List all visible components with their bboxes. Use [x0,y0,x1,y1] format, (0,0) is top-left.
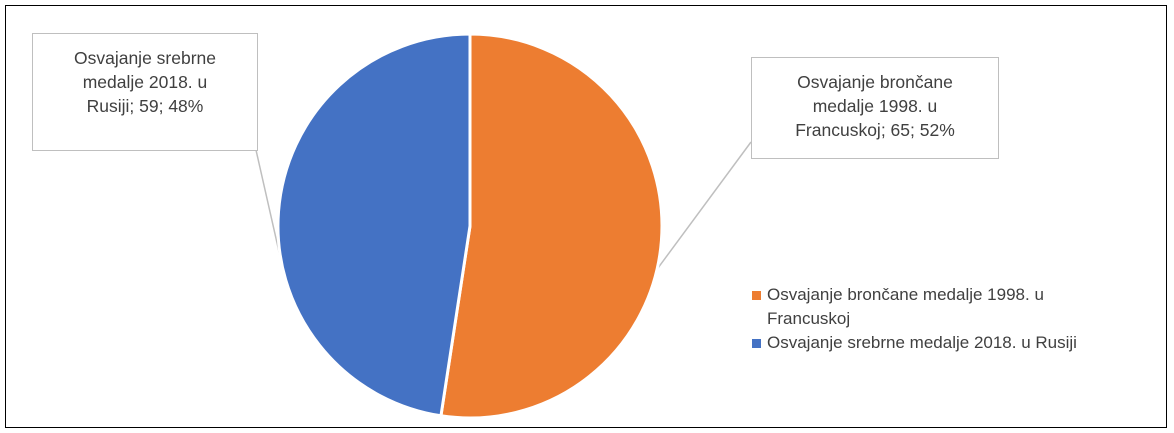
legend-swatch [752,291,761,300]
data-label-bronze-1998: Osvajanje brončane medalje 1998. u Franc… [751,57,999,159]
data-label-line: medalje 2018. u [82,72,208,92]
leader-line-0 [656,141,752,270]
legend: Osvajanje brončane medalje 1998. u Franc… [752,283,1162,355]
data-label-line: Francuskoj; 65; 52% [795,120,955,140]
data-label-line: Osvajanje srebrne [73,48,217,68]
legend-swatch [752,339,761,348]
pie-slice-1 [276,32,472,418]
legend-label-line: Francuskoj [767,309,851,328]
pie-slices [276,32,664,420]
legend-label-line: Osvajanje srebrne medalje 2018. u Rusiji [767,333,1077,352]
data-label-silver-2018: Osvajanje srebrne medalje 2018. u Rusiji… [32,33,258,151]
data-label-line: medalje 1998. u [812,96,938,116]
legend-label-line: Osvajanje brončane medalje 1998. u [767,285,1044,304]
pie-slice-0 [439,32,664,420]
data-label-line: Rusiji; 59; 48% [86,96,204,116]
legend-item-bronze-1998: Osvajanje brončane medalje 1998. u Franc… [752,283,1162,331]
legend-item-silver-2018: Osvajanje srebrne medalje 2018. u Rusiji [752,331,1162,355]
data-label-line: Osvajanje brončane [797,72,953,92]
